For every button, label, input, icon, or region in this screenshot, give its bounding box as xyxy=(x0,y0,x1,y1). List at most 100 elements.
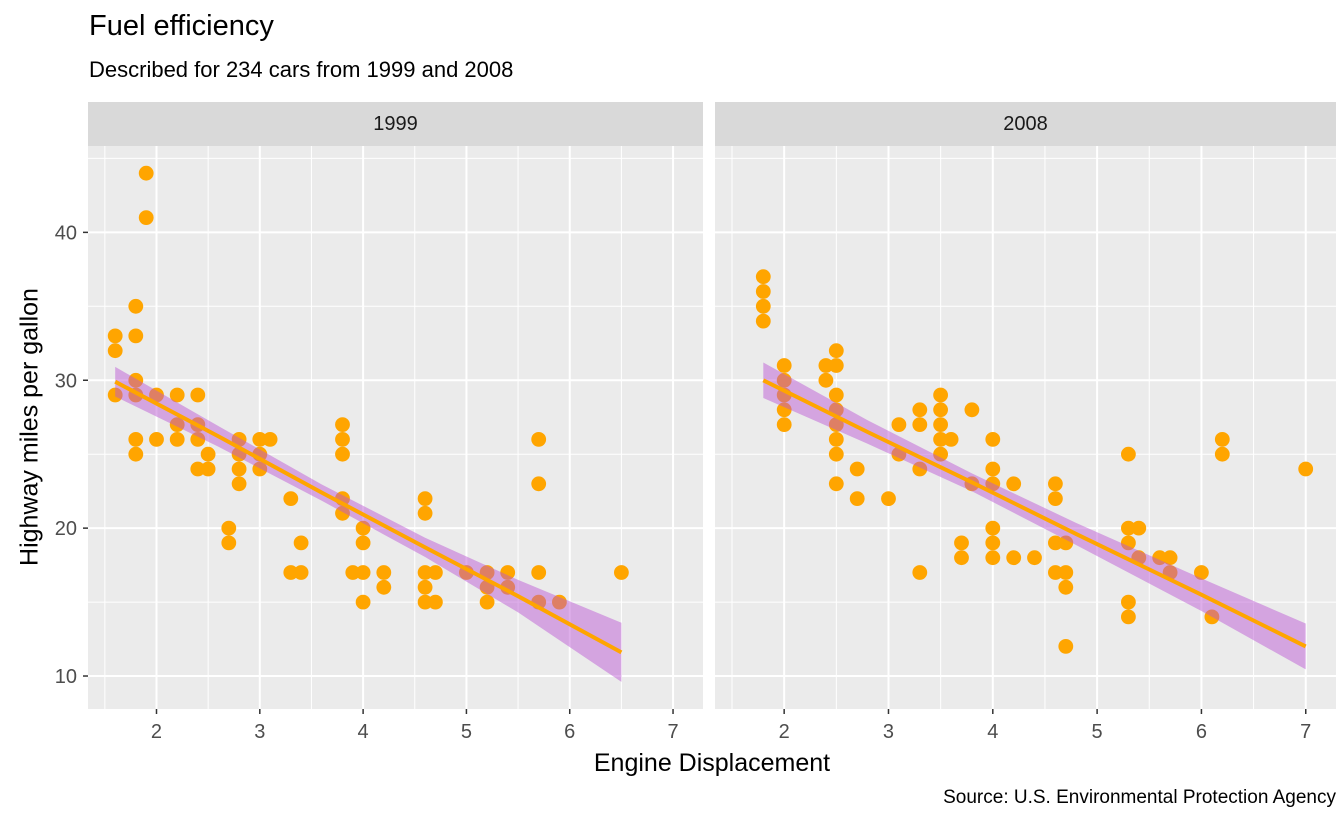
data-point xyxy=(1204,609,1220,625)
data-point xyxy=(231,476,247,492)
confidence-ribbon xyxy=(115,366,622,682)
data-point xyxy=(1214,446,1230,462)
data-point xyxy=(190,432,206,447)
data-point xyxy=(335,505,350,521)
x-tick-label: 3 xyxy=(254,721,265,743)
data-point xyxy=(1058,535,1074,551)
data-point xyxy=(283,491,299,506)
y-tick-label: 10 xyxy=(55,666,77,688)
data-point xyxy=(283,565,299,580)
data-point xyxy=(912,417,928,432)
data-point xyxy=(933,387,948,403)
data-point xyxy=(107,328,123,344)
data-point xyxy=(1048,476,1063,492)
data-point xyxy=(335,446,350,462)
facet-strip-1999: 1999 xyxy=(88,102,703,146)
data-point xyxy=(355,520,371,536)
data-point xyxy=(169,417,185,432)
data-point xyxy=(1121,446,1136,462)
data-point xyxy=(221,535,237,551)
data-point xyxy=(964,402,980,418)
data-point xyxy=(828,358,844,373)
y-tick-label: 40 xyxy=(55,222,77,244)
x-tick-label: 5 xyxy=(461,721,472,743)
data-point xyxy=(985,550,1001,566)
data-point xyxy=(500,565,516,580)
x-tick-label: 5 xyxy=(1092,721,1103,743)
facet-strip-label: 1999 xyxy=(373,113,418,135)
data-point xyxy=(755,284,771,299)
data-point xyxy=(1152,550,1168,566)
data-point xyxy=(1048,565,1063,580)
data-point xyxy=(985,535,1001,551)
data-point xyxy=(985,520,1001,536)
data-point xyxy=(262,432,278,447)
facet-strip-2008: 2008 xyxy=(715,102,1336,146)
data-point xyxy=(912,461,928,477)
data-point xyxy=(1058,639,1074,654)
data-point xyxy=(933,417,948,432)
data-point xyxy=(417,491,433,506)
x-tick-label: 4 xyxy=(987,721,998,743)
data-point xyxy=(428,594,443,610)
data-point xyxy=(128,446,144,462)
data-point xyxy=(755,298,771,314)
data-point xyxy=(1006,550,1022,566)
data-point xyxy=(912,402,928,418)
data-point xyxy=(828,417,844,432)
data-point xyxy=(355,594,371,610)
data-point xyxy=(818,358,834,373)
data-point xyxy=(985,476,1001,492)
data-point xyxy=(755,313,771,329)
data-point xyxy=(149,432,164,447)
data-point xyxy=(776,358,792,373)
x-tick-label: 2 xyxy=(779,721,790,743)
x-tick-label: 3 xyxy=(883,721,894,743)
data-point xyxy=(933,446,948,462)
data-point xyxy=(943,432,959,447)
data-point xyxy=(755,269,771,285)
data-point xyxy=(479,594,495,610)
data-point xyxy=(190,387,206,403)
data-point xyxy=(933,432,948,447)
data-point xyxy=(1006,476,1022,492)
data-point xyxy=(531,476,547,492)
data-point xyxy=(376,565,392,580)
data-point xyxy=(954,550,969,566)
x-axis-title: Engine Displacement xyxy=(593,749,831,777)
data-point xyxy=(954,535,969,551)
x-tick-label: 4 xyxy=(358,721,369,743)
data-point xyxy=(912,565,928,580)
data-point xyxy=(428,565,443,580)
data-point xyxy=(531,432,547,447)
data-point xyxy=(417,565,433,580)
data-point xyxy=(355,535,371,551)
data-point xyxy=(149,387,164,403)
data-point xyxy=(552,594,567,610)
data-point xyxy=(933,402,948,418)
data-point xyxy=(355,565,371,580)
x-tick-label: 6 xyxy=(1196,721,1207,743)
panel-background xyxy=(715,146,1336,709)
data-point xyxy=(1194,565,1209,580)
data-point xyxy=(849,491,865,506)
data-point xyxy=(200,446,216,462)
data-point xyxy=(128,372,144,388)
data-point xyxy=(107,343,123,359)
data-point xyxy=(231,432,247,447)
data-point xyxy=(107,387,123,403)
data-point xyxy=(828,446,844,462)
data-point xyxy=(417,594,433,610)
y-tick-label: 30 xyxy=(55,370,77,392)
data-point xyxy=(776,402,792,418)
panel-background xyxy=(88,146,703,709)
confidence-ribbon xyxy=(763,362,1306,670)
data-point xyxy=(138,210,154,226)
data-point xyxy=(252,432,268,447)
data-point xyxy=(1162,550,1178,566)
data-point xyxy=(1131,520,1147,536)
regression-line xyxy=(762,378,1307,649)
data-point xyxy=(1058,565,1074,580)
data-point xyxy=(169,387,185,403)
data-point xyxy=(417,579,433,595)
